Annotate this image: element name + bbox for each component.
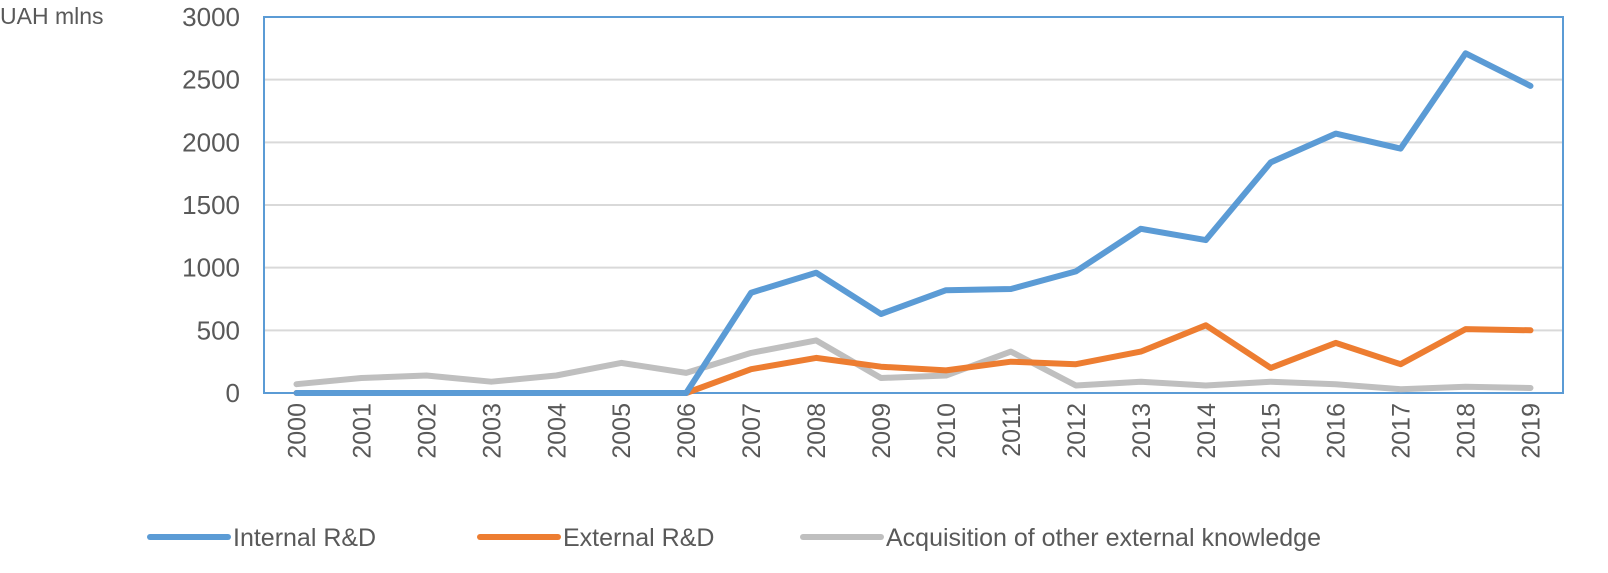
x-tick-label: 2009	[868, 403, 896, 459]
x-tick-label: 2017	[1388, 403, 1416, 459]
y-axis-label: UAH mlns	[0, 3, 104, 29]
y-tick-label: 2000	[182, 127, 240, 157]
x-tick-label: 2018	[1453, 403, 1481, 459]
y-axis-ticks: 0 500 1000 1500 2000 2500 3000	[182, 2, 240, 408]
x-tick-label: 2014	[1193, 403, 1221, 459]
x-tick-label: 2002	[413, 403, 441, 459]
x-tick-label: 2011	[998, 403, 1026, 457]
x-tick-label: 2006	[673, 403, 701, 459]
y-tick-label: 500	[197, 315, 240, 345]
plot-area-border	[263, 16, 1564, 394]
series-lines	[293, 50, 1534, 396]
y-tick-label: 2500	[182, 65, 240, 95]
legend: Internal R&D External R&D Acquisition of o…	[147, 524, 1321, 552]
x-tick-label: 2010	[933, 403, 961, 459]
y-tick-label: 1500	[182, 190, 240, 220]
x-tick-label: 2012	[1063, 403, 1091, 459]
x-tick-label: 2003	[478, 403, 506, 459]
x-tick-label: 2015	[1258, 403, 1286, 459]
x-axis-ticks: 2000 2001 2002 2003 2004 2005 2006 2007 2008 2009…	[283, 403, 1545, 459]
y-tick-label: 3000	[182, 2, 240, 32]
series-line-internal-r-d	[293, 50, 1534, 396]
x-tick-label: 2019	[1518, 403, 1546, 459]
legend-label-internal-r-d: Internal R&D	[233, 524, 376, 552]
y-tick-label: 1000	[182, 253, 240, 283]
legend-label-external-r-d: External R&D	[563, 524, 714, 552]
x-tick-label: 2013	[1128, 403, 1156, 459]
x-tick-label: 2007	[738, 403, 766, 459]
x-tick-label: 2004	[543, 403, 571, 459]
y-tick-label: 0	[226, 378, 240, 408]
x-tick-label: 2016	[1323, 403, 1351, 459]
legend-label-acquisition-of-other-external-knowledge: Acquisition of other external knowledge	[886, 524, 1321, 552]
x-tick-label: 2005	[608, 403, 636, 459]
x-tick-label: 2008	[803, 403, 831, 459]
x-tick-label: 2000	[283, 403, 311, 459]
x-tick-label: 2001	[348, 403, 376, 459]
series-line-acquisition-of-other-external-knowledge	[293, 337, 1534, 393]
